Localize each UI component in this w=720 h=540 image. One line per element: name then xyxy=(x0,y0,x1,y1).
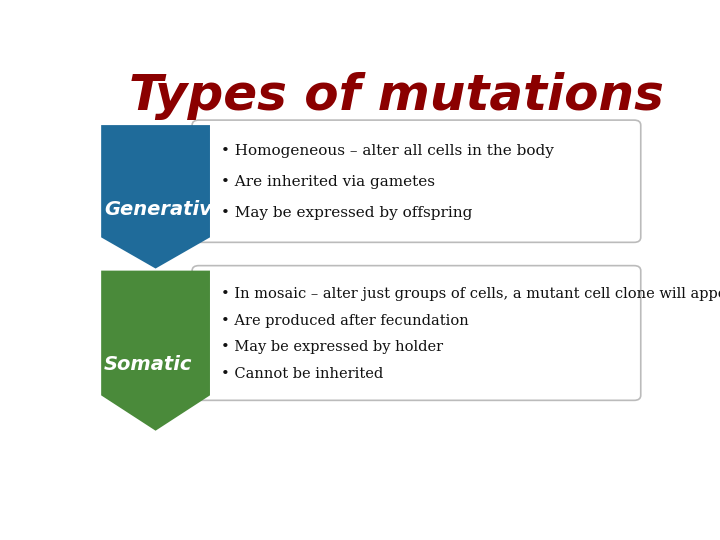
Polygon shape xyxy=(101,125,210,268)
Text: Types of mutations: Types of mutations xyxy=(129,72,664,120)
Text: • Homogeneous – alter all cells in the body: • Homogeneous – alter all cells in the b… xyxy=(221,144,554,158)
Text: • Cannot be inherited: • Cannot be inherited xyxy=(221,367,383,381)
Text: • May be expressed by holder: • May be expressed by holder xyxy=(221,340,444,354)
Text: • Are inherited via gametes: • Are inherited via gametes xyxy=(221,176,435,189)
FancyBboxPatch shape xyxy=(192,266,641,400)
FancyBboxPatch shape xyxy=(192,120,641,242)
Text: Somatic: Somatic xyxy=(104,355,192,374)
Text: • In mosaic – alter just groups of cells, a mutant cell clone will appear: • In mosaic – alter just groups of cells… xyxy=(221,287,720,301)
Text: • May be expressed by offspring: • May be expressed by offspring xyxy=(221,206,472,220)
Text: Generative: Generative xyxy=(104,200,225,219)
Polygon shape xyxy=(101,271,210,431)
Text: • Are produced after fecundation: • Are produced after fecundation xyxy=(221,314,469,328)
